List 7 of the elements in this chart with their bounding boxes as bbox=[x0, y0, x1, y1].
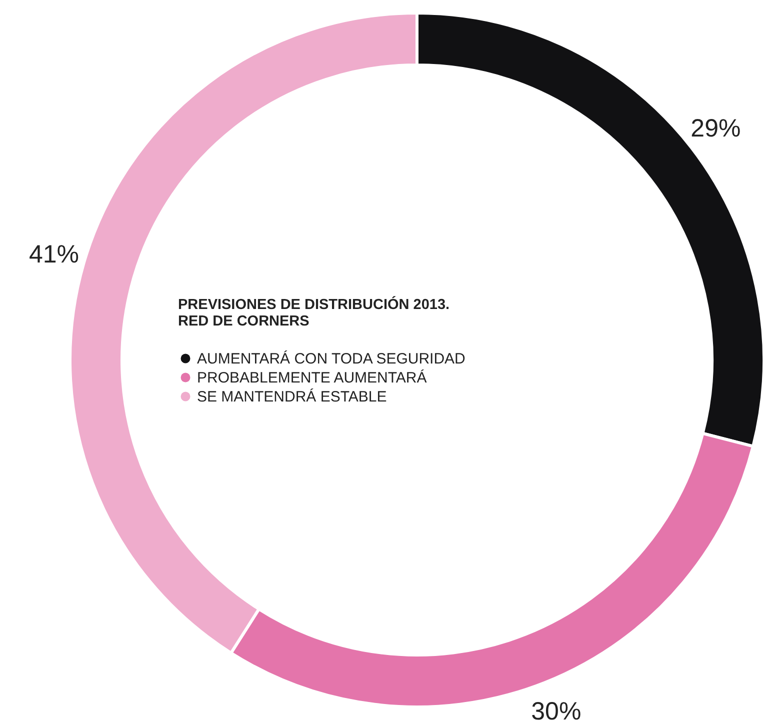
legend-label: SE MANTENDRÁ ESTABLE bbox=[197, 388, 387, 406]
data-label: 30% bbox=[531, 697, 582, 725]
data-label: 29% bbox=[690, 114, 741, 142]
data-label: 41% bbox=[28, 240, 80, 269]
legend-label: AUMENTARÁ CON TODA SEGURIDAD bbox=[197, 350, 466, 368]
legend-label: PROBABLEMENTE AUMENTARÁ bbox=[197, 368, 427, 386]
legend-title: PREVISIONES DE DISTRIBUCIÓN 2013. RED DE CORNERS bbox=[178, 296, 450, 330]
